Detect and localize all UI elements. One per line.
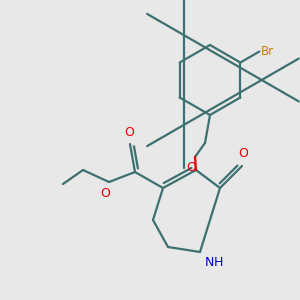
Text: H: H xyxy=(214,256,224,269)
Text: O: O xyxy=(124,126,134,139)
Text: O: O xyxy=(186,161,196,174)
Text: N: N xyxy=(205,256,214,269)
Text: O: O xyxy=(100,187,110,200)
Text: O: O xyxy=(238,147,248,160)
Text: Br: Br xyxy=(261,45,274,58)
